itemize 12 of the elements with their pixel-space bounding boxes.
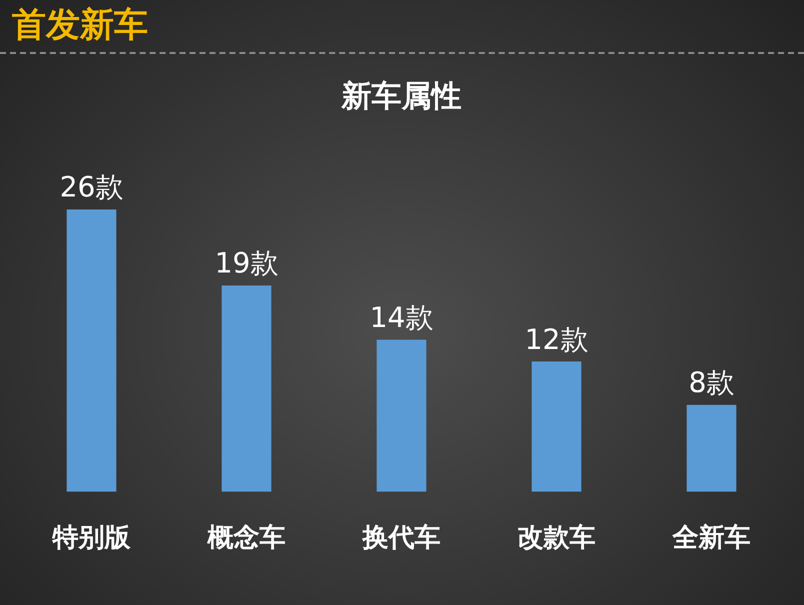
data-label: 19款: [214, 246, 278, 280]
chart-subtitle: 新车属性: [340, 78, 462, 114]
chart-title: 首发新车: [12, 4, 148, 47]
x-tick-label: 改款车: [518, 523, 596, 554]
x-tick-label: 全新车: [672, 523, 750, 554]
x-tick-label: 特别版: [52, 523, 132, 554]
data-label: 12款: [524, 322, 588, 356]
data-label: 14款: [370, 301, 434, 334]
data-label: 26款: [60, 170, 124, 204]
data-label: 8款: [688, 366, 734, 400]
x-tick-label: 概念车: [206, 523, 286, 554]
x-tick-label: 换代车: [362, 523, 440, 554]
